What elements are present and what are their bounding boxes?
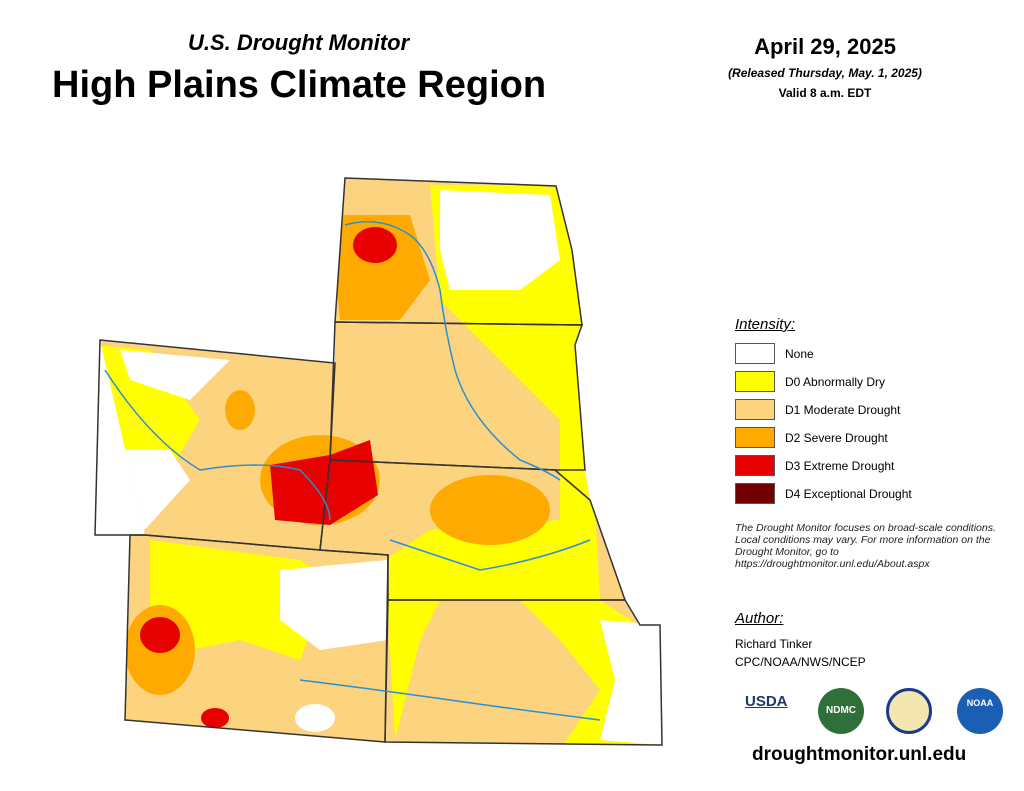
author-heading: Author:	[735, 610, 784, 627]
logo	[886, 688, 932, 734]
released: (Released Thursday, May. 1, 2025)	[728, 66, 922, 80]
note: The Drought Monitor focuses on broad-sca…	[735, 522, 996, 570]
footer-url: droughtmonitor.unl.edu	[752, 744, 967, 765]
date: April 29, 2025	[754, 34, 896, 59]
drought-areas	[100, 178, 662, 745]
logo: NDMC	[818, 688, 864, 734]
valid-time: Valid 8 a.m. EDT	[778, 86, 872, 100]
title: High Plains Climate Region	[52, 64, 547, 106]
subtitle: U.S. Drought Monitor	[188, 30, 410, 55]
legend-swatch	[735, 371, 775, 392]
author-name: Richard Tinker	[735, 637, 813, 651]
legend-label: D1 Moderate Drought	[785, 403, 901, 417]
legend-swatch	[735, 399, 775, 420]
logo: NOAA	[957, 688, 1003, 734]
legend-swatch	[735, 427, 775, 448]
legend-label: D2 Severe Drought	[785, 431, 888, 445]
rivers	[104, 220, 601, 721]
legend-label: D3 Extreme Drought	[785, 459, 895, 473]
legend-title: Intensity:	[735, 316, 796, 333]
author-org: CPC/NOAA/NWS/NCEP	[735, 655, 866, 669]
legend-swatch	[735, 483, 775, 504]
legend-label: D0 Abnormally Dry	[785, 375, 886, 389]
legend-label: None	[785, 347, 814, 361]
legend-label: D4 Exceptional Drought	[785, 487, 912, 501]
logo: USDA	[745, 693, 788, 710]
legend-swatch	[735, 343, 775, 364]
legend-swatch	[735, 455, 775, 476]
state-borders	[94, 177, 663, 746]
